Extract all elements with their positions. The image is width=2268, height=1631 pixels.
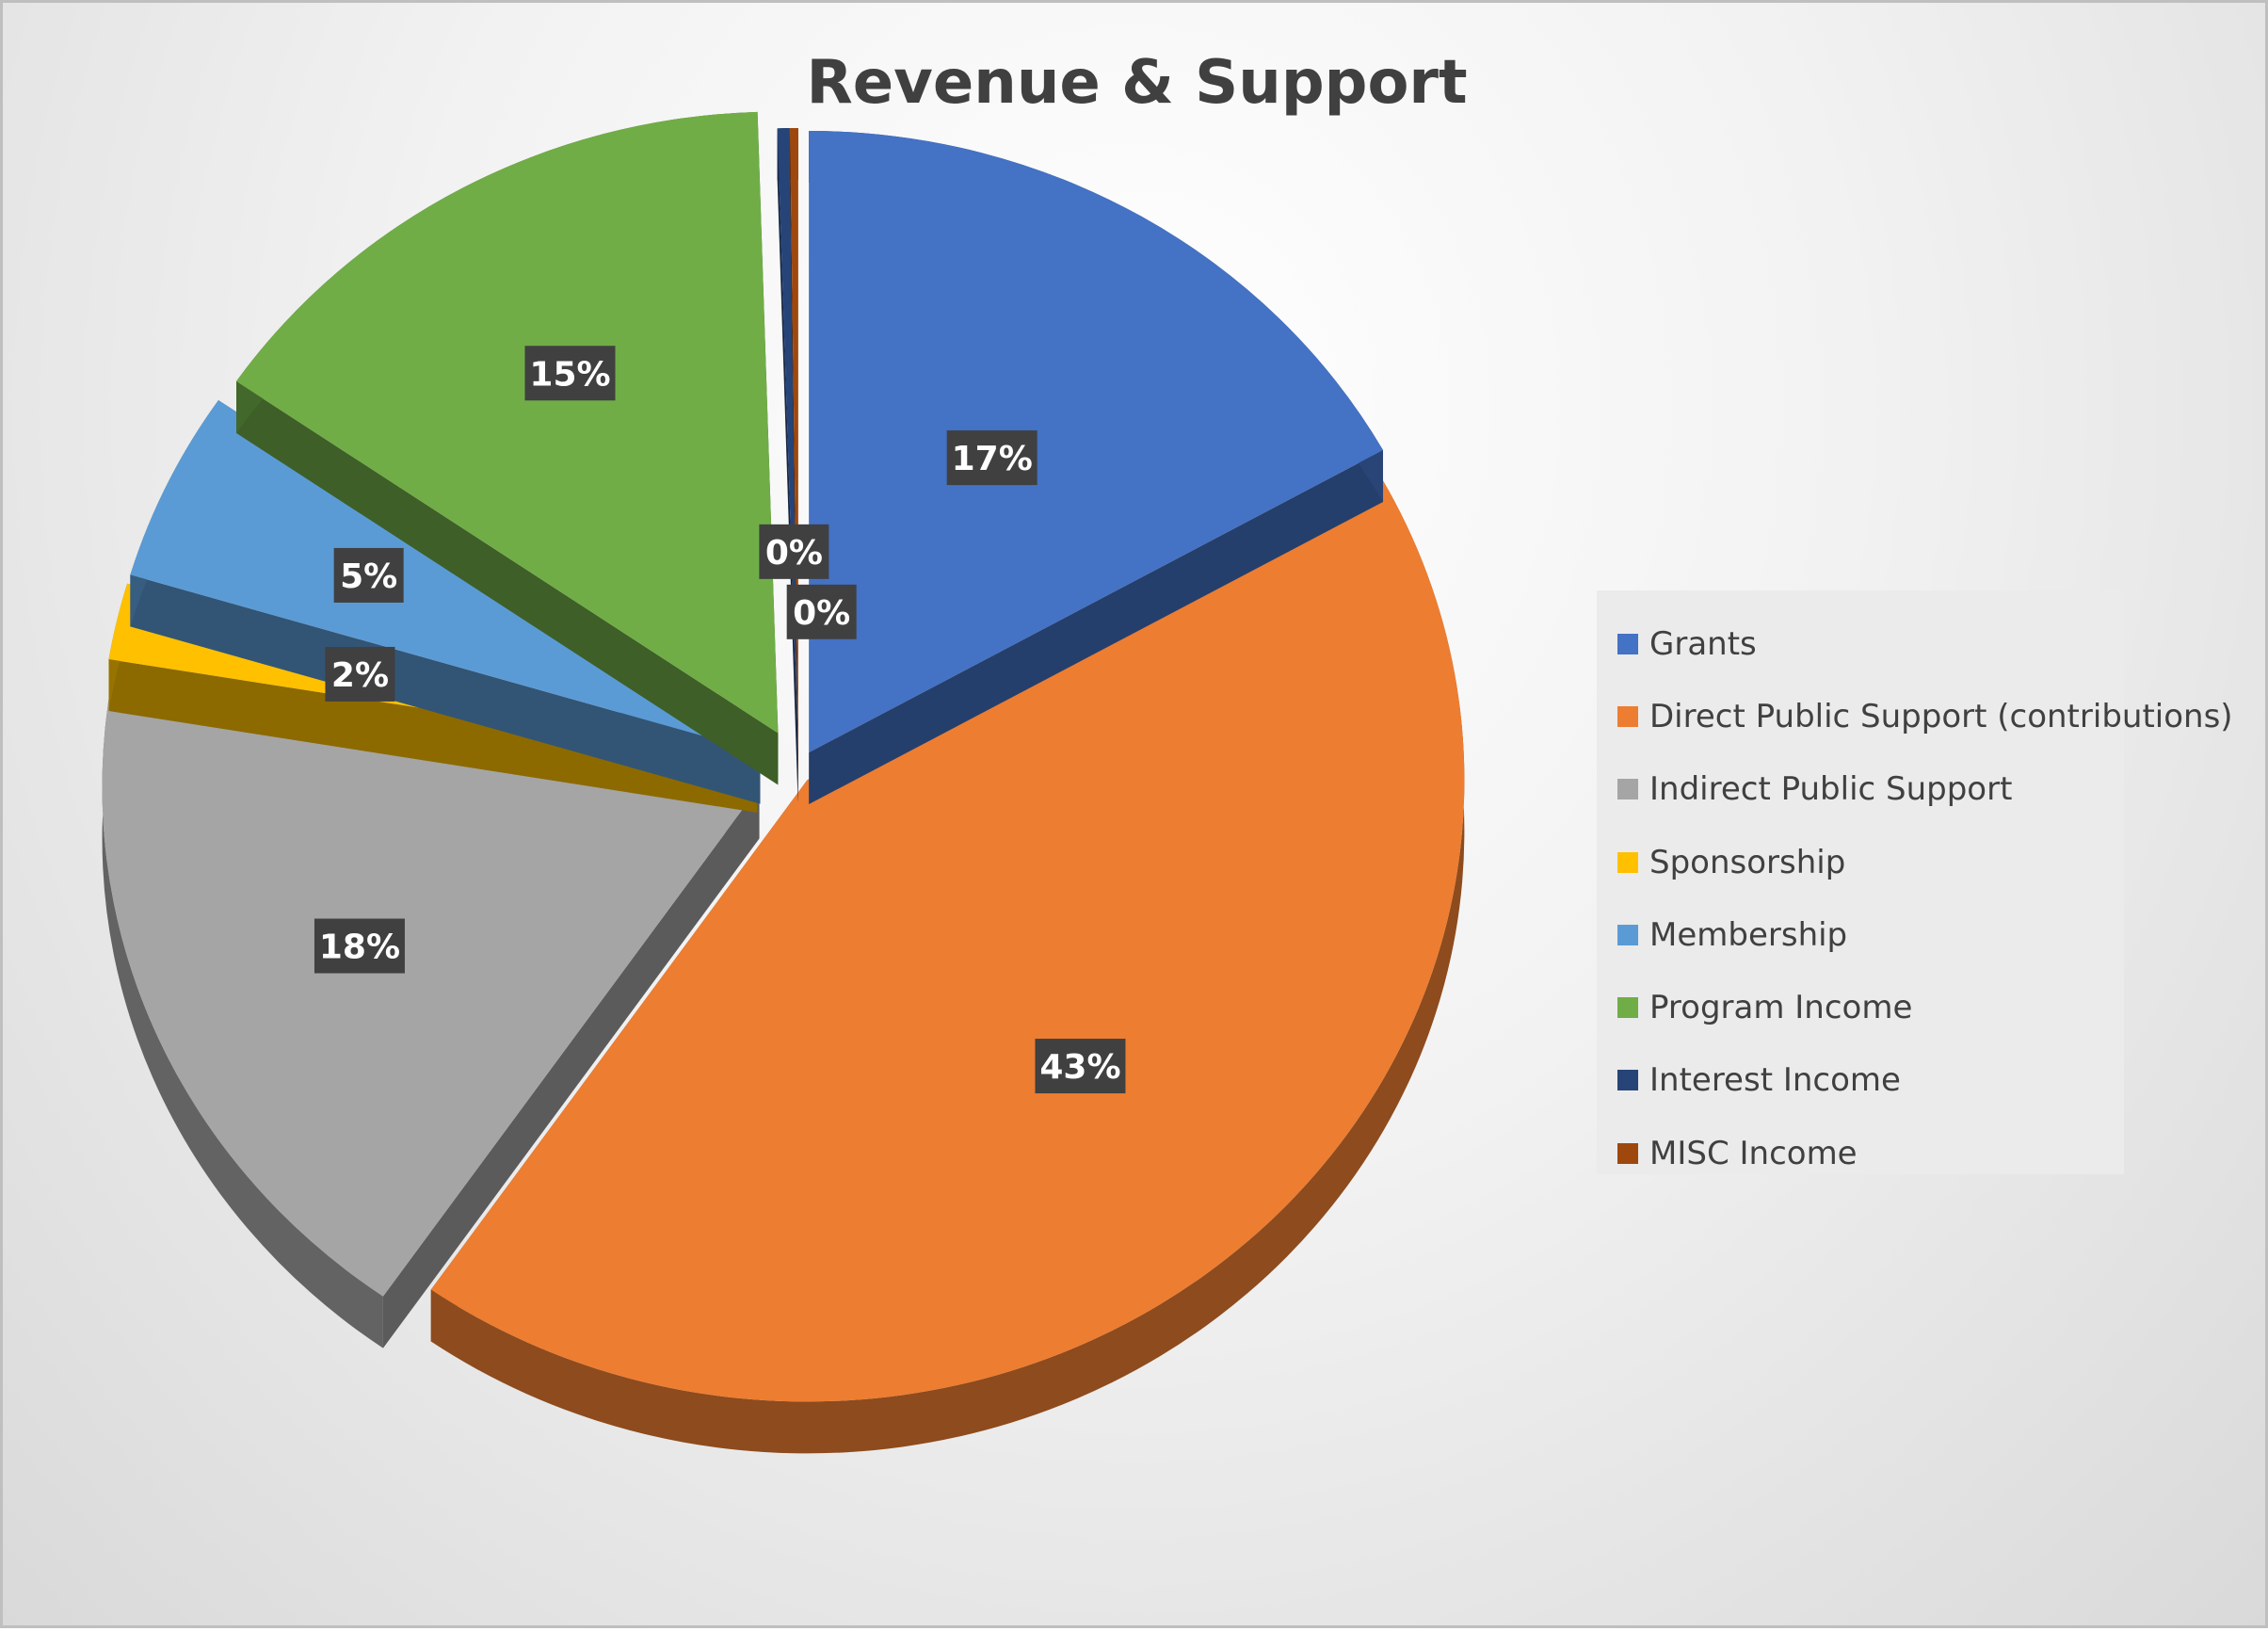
legend-swatch [1617,1142,1638,1164]
legend-item-membership: Membership [1617,898,2124,971]
legend-swatch [1617,633,1638,654]
svg-text:18%: 18% [319,929,400,967]
legend-label: Grants [1649,624,1757,663]
legend-item-interest-income: Interest Income [1617,1044,2124,1117]
svg-text:0%: 0% [793,594,850,633]
legend-label: Program Income [1649,989,1913,1027]
legend-swatch [1617,779,1638,800]
legend-swatch [1617,924,1638,945]
legend-item-sponsorship: Sponsorship [1617,826,2124,898]
data-label-interest-income: 0% [759,524,829,579]
pie-chart: 17% 43% 18% 2% 5% 15% 0% 0% [102,111,1465,1454]
legend-item-program-income: Program Income [1617,971,2124,1043]
legend-label: Membership [1649,915,1848,954]
pie-slice-direct-public-support-contributions [430,477,1465,1454]
data-label-direct-public-support-contributions: 43% [1035,1039,1126,1094]
legend-swatch [1617,705,1638,727]
svg-text:17%: 17% [952,440,1033,478]
legend: Grants Direct Public Support (contributio… [1597,590,2233,1174]
legend-swatch [1617,1070,1638,1091]
legend-label: Indirect Public Support [1649,770,2013,809]
svg-text:2%: 2% [331,656,389,695]
data-label-grants: 17% [946,430,1037,486]
legend-label: MISC Income [1649,1134,1858,1172]
legend-label: Sponsorship [1649,843,1846,881]
data-label-membership: 5% [333,547,404,603]
svg-text:5%: 5% [340,557,397,596]
legend-item-grants: Grants [1617,607,2124,680]
chart-title: Revenue & Support [806,48,1468,118]
legend-item-misc-income: MISC Income [1617,1117,2124,1189]
data-label-misc-income: 0% [786,584,857,639]
data-label-indirect-public-support: 18% [314,918,405,974]
pie-slice-program-income [236,111,779,785]
svg-text:0%: 0% [765,534,823,573]
data-label-sponsorship: 2% [325,646,395,702]
legend-label: Direct Public Support (contributions) [1649,697,2233,735]
legend-item-indirect-public-support: Indirect Public Support [1617,753,2124,826]
legend-swatch [1617,997,1638,1019]
data-label-program-income: 15% [524,346,616,401]
svg-text:43%: 43% [1039,1048,1120,1087]
legend-item-direct-public-support-contributions: Direct Public Support (contributions) [1617,680,2233,752]
legend-swatch [1617,851,1638,873]
svg-text:15%: 15% [529,355,610,394]
legend-label: Interest Income [1649,1061,1901,1100]
pie-slice-grants [809,131,1384,805]
